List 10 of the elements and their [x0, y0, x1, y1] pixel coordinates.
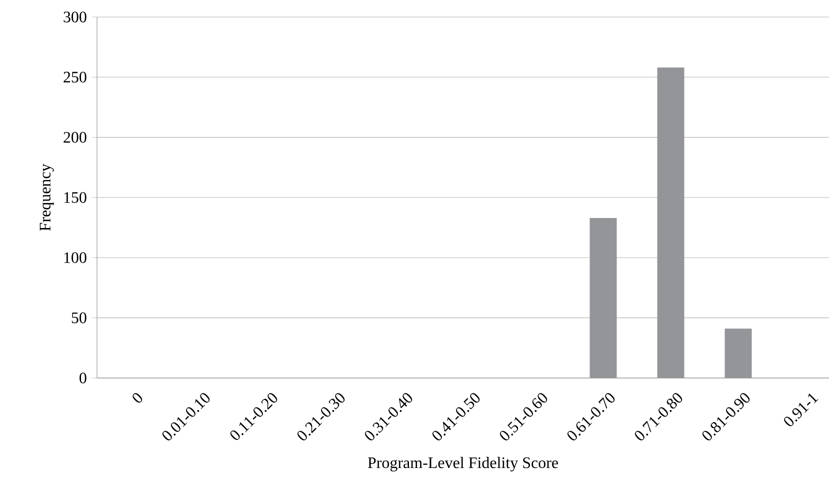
y-tick-label: 250 — [64, 72, 86, 83]
x-axis-title: Program-Level Fidelity Score — [368, 456, 558, 472]
y-tick-label: 50 — [72, 312, 86, 324]
y-axis-title: Frequency — [40, 164, 54, 231]
y-tick-label: 200 — [64, 132, 86, 143]
y-tick-label: 150 — [64, 192, 86, 203]
y-tick-label: 0 — [80, 372, 86, 384]
y-tick-label: 300 — [64, 12, 86, 22]
y-tick-label: 100 — [64, 252, 86, 264]
x-tick-label: 0 — [132, 393, 142, 403]
